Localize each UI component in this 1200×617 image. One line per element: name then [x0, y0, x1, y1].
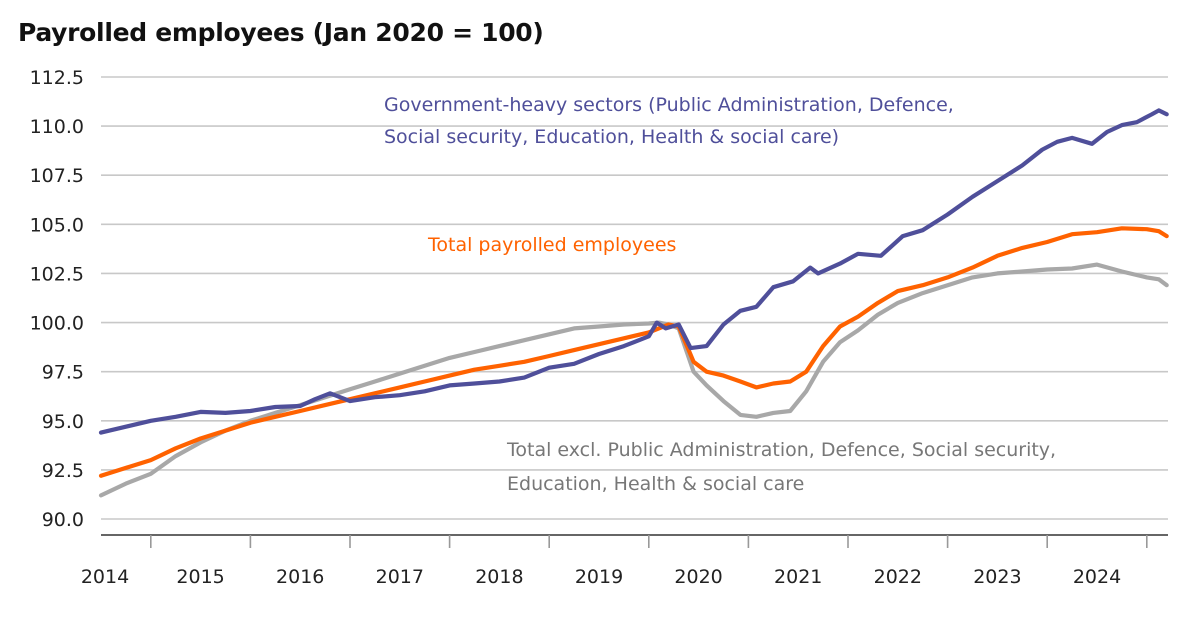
- x-tick-label: 2022: [874, 566, 922, 588]
- chart-title: Payrolled employees (Jan 2020 = 100): [18, 18, 544, 47]
- x-tick-label: 2017: [376, 566, 424, 588]
- y-tick-label: 95.0: [42, 411, 84, 433]
- annotation-government-heavy-line: Social security, Education, Health & soc…: [384, 126, 839, 148]
- x-axis: 2014 2015 2016 2017 2018 2019 2020 2021 2022 2023…: [81, 534, 1168, 588]
- annotation-total-excl-line: Education, Health & social care: [507, 473, 804, 495]
- y-tick-label: 90.0: [42, 509, 84, 531]
- y-axis-ticks: 112.5 110.0 107.5 105.0 102.5 100.0 97.5 95.0 92…: [30, 67, 84, 531]
- y-tick-label: 107.5: [30, 165, 84, 187]
- y-tick-label: 100.0: [30, 313, 84, 335]
- x-tick-label: 2018: [475, 566, 523, 588]
- y-tick-label: 105.0: [30, 214, 84, 236]
- x-tick-label: 2024: [1073, 566, 1121, 588]
- y-tick-label: 102.5: [30, 263, 84, 285]
- x-tick-label: 2014: [81, 566, 129, 588]
- series-line-government-heavy: [98, 108, 1169, 435]
- x-tick-label: 2021: [774, 566, 822, 588]
- y-tick-label: 92.5: [42, 460, 84, 482]
- x-tick-label: 2020: [674, 566, 722, 588]
- x-tick-label: 2015: [176, 566, 224, 588]
- annotation-total-excl-line: Total excl. Public Administration, Defen…: [506, 439, 1056, 461]
- y-tick-label: 97.5: [42, 362, 84, 384]
- x-tick-label: 2016: [276, 566, 324, 588]
- series-annotations: Government-heavy sectors (Public Adminis…: [384, 94, 1056, 495]
- y-tick-label: 110.0: [30, 116, 84, 138]
- y-tick-label: 112.5: [30, 67, 84, 89]
- x-tick-label: 2019: [575, 566, 623, 588]
- x-tick-label: 2023: [973, 566, 1021, 588]
- series-lines: [98, 108, 1169, 498]
- annotation-total-line: Total payrolled employees: [427, 234, 676, 256]
- annotation-government-heavy-line: Government-heavy sectors (Public Adminis…: [384, 94, 954, 116]
